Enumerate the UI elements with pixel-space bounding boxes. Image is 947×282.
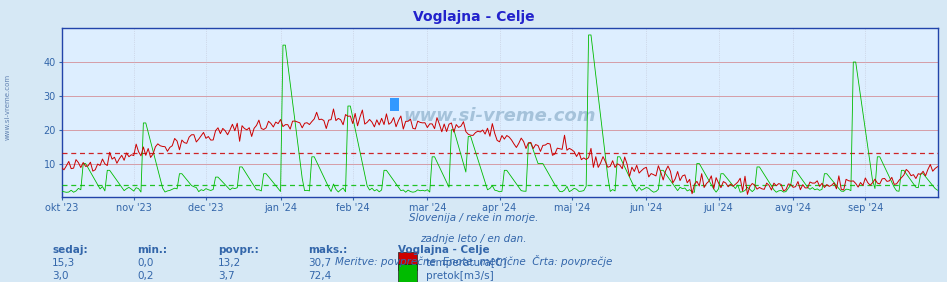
Text: 15,3: 15,3 (52, 259, 76, 268)
Text: Slovenija / reke in morje.: Slovenija / reke in morje. (409, 213, 538, 223)
Text: Voglajna - Celje: Voglajna - Celje (413, 10, 534, 24)
Text: www.si-vreme.com: www.si-vreme.com (403, 107, 596, 125)
Text: pretok[m3/s]: pretok[m3/s] (426, 271, 494, 281)
Text: 3,7: 3,7 (218, 271, 235, 281)
Text: 3,0: 3,0 (52, 271, 68, 281)
Text: povpr.:: povpr.: (218, 245, 259, 255)
Text: maks.:: maks.: (308, 245, 347, 255)
Text: 13,2: 13,2 (218, 259, 241, 268)
Text: Voglajna - Celje: Voglajna - Celje (398, 245, 490, 255)
Text: min.:: min.: (137, 245, 168, 255)
Text: sedaj:: sedaj: (52, 245, 88, 255)
Text: temperatura[C]: temperatura[C] (426, 259, 508, 268)
Text: 0,0: 0,0 (137, 259, 153, 268)
Text: zadnje leto / en dan.: zadnje leto / en dan. (420, 234, 527, 244)
Text: www.si-vreme.com: www.si-vreme.com (5, 74, 10, 140)
Text: 30,7: 30,7 (308, 259, 331, 268)
Text: 72,4: 72,4 (308, 271, 331, 281)
Text: Meritve: povprečne  Enote: metrične  Črta: povprečje: Meritve: povprečne Enote: metrične Črta:… (335, 255, 612, 267)
Text: 0,2: 0,2 (137, 271, 153, 281)
